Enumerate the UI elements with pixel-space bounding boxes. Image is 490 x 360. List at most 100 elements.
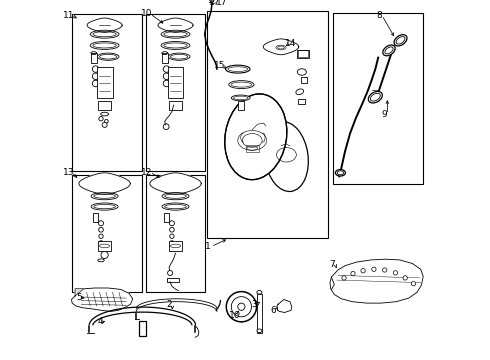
- Bar: [72, 14, 143, 171]
- Circle shape: [411, 282, 416, 286]
- Circle shape: [170, 234, 174, 238]
- Circle shape: [226, 292, 257, 322]
- Polygon shape: [150, 173, 201, 194]
- Ellipse shape: [394, 35, 407, 46]
- Text: 7: 7: [330, 260, 335, 269]
- Ellipse shape: [265, 122, 308, 192]
- Polygon shape: [277, 300, 292, 312]
- Circle shape: [163, 80, 170, 87]
- Circle shape: [92, 80, 99, 87]
- Text: 11: 11: [63, 10, 74, 19]
- Ellipse shape: [257, 291, 262, 294]
- Ellipse shape: [161, 41, 190, 49]
- Ellipse shape: [296, 89, 303, 95]
- Circle shape: [99, 241, 103, 245]
- Text: 16: 16: [229, 310, 241, 320]
- Text: 15: 15: [214, 61, 225, 70]
- Text: 9: 9: [382, 110, 388, 119]
- Text: 13: 13: [63, 167, 74, 176]
- Polygon shape: [89, 307, 196, 325]
- Circle shape: [104, 120, 108, 123]
- Circle shape: [99, 234, 103, 238]
- Circle shape: [342, 276, 346, 280]
- Circle shape: [170, 221, 174, 226]
- Bar: [162, 53, 168, 63]
- Bar: [257, 294, 262, 333]
- Bar: [139, 321, 146, 336]
- Circle shape: [163, 73, 170, 80]
- Text: 4: 4: [98, 318, 103, 326]
- Bar: [164, 213, 169, 222]
- Text: 1: 1: [205, 242, 211, 251]
- Bar: [91, 53, 97, 63]
- Bar: [98, 240, 111, 251]
- Bar: [333, 13, 423, 184]
- Circle shape: [361, 269, 365, 273]
- Ellipse shape: [257, 329, 262, 333]
- Ellipse shape: [90, 41, 119, 49]
- Text: 10: 10: [141, 9, 153, 18]
- Circle shape: [403, 276, 407, 280]
- Bar: [72, 175, 143, 292]
- Polygon shape: [263, 39, 299, 55]
- Ellipse shape: [90, 30, 119, 38]
- Circle shape: [163, 66, 170, 72]
- Ellipse shape: [161, 30, 190, 38]
- Circle shape: [99, 117, 103, 121]
- Ellipse shape: [368, 91, 382, 103]
- Circle shape: [351, 271, 355, 276]
- Bar: [97, 67, 113, 98]
- Bar: [146, 14, 205, 171]
- Circle shape: [92, 66, 99, 72]
- Ellipse shape: [162, 203, 189, 210]
- Polygon shape: [158, 18, 193, 32]
- Circle shape: [98, 228, 103, 232]
- Ellipse shape: [225, 94, 287, 180]
- Text: 5: 5: [76, 293, 82, 302]
- Polygon shape: [79, 173, 130, 194]
- Bar: [98, 102, 111, 111]
- Polygon shape: [72, 288, 133, 311]
- Ellipse shape: [98, 53, 119, 60]
- Bar: [298, 50, 308, 57]
- Ellipse shape: [225, 65, 250, 73]
- Ellipse shape: [297, 69, 306, 75]
- Bar: [238, 101, 245, 110]
- Ellipse shape: [231, 95, 250, 101]
- Circle shape: [168, 270, 172, 275]
- Circle shape: [170, 241, 174, 245]
- Circle shape: [170, 228, 174, 232]
- Text: 17: 17: [209, 0, 220, 7]
- Bar: [297, 50, 309, 58]
- Bar: [169, 240, 182, 251]
- Ellipse shape: [383, 45, 395, 56]
- Ellipse shape: [91, 193, 118, 200]
- Ellipse shape: [229, 81, 254, 89]
- Polygon shape: [330, 259, 423, 303]
- Bar: [93, 213, 98, 222]
- Bar: [168, 67, 183, 98]
- Ellipse shape: [169, 53, 190, 60]
- Bar: [301, 77, 307, 83]
- Text: 8: 8: [376, 10, 382, 19]
- Bar: [207, 11, 328, 238]
- Text: 3: 3: [251, 300, 257, 309]
- Circle shape: [383, 268, 387, 272]
- Circle shape: [102, 122, 107, 127]
- Circle shape: [98, 221, 103, 226]
- Text: 2: 2: [167, 300, 172, 309]
- Bar: [169, 102, 182, 111]
- Text: 14: 14: [285, 40, 297, 49]
- Circle shape: [372, 267, 376, 271]
- Circle shape: [163, 124, 169, 130]
- Polygon shape: [75, 289, 84, 296]
- Ellipse shape: [276, 45, 286, 50]
- Circle shape: [92, 73, 99, 80]
- Text: 6: 6: [270, 306, 276, 315]
- Bar: [146, 175, 205, 292]
- Ellipse shape: [335, 170, 345, 176]
- Circle shape: [393, 271, 398, 275]
- Polygon shape: [87, 18, 122, 32]
- Bar: [245, 145, 259, 152]
- Text: 12: 12: [142, 167, 153, 176]
